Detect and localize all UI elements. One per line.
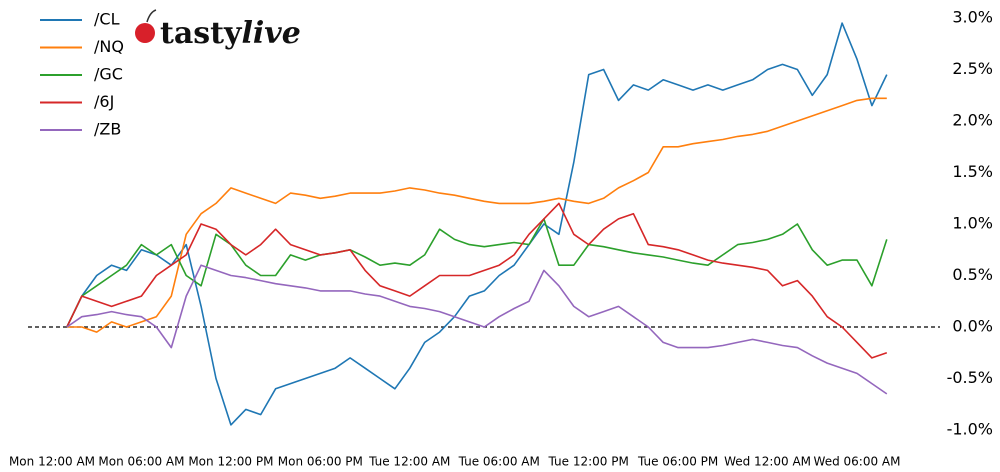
legend-label: /NQ bbox=[94, 37, 124, 56]
x-tick-label: Mon 12:00 PM bbox=[188, 455, 273, 469]
x-tick-label: Tue 12:00 PM bbox=[548, 455, 629, 469]
cherry bbox=[135, 23, 155, 43]
x-tick-label: Tue 12:00 AM bbox=[368, 455, 450, 469]
cherry-stem bbox=[146, 9, 157, 23]
logo-text: tastylive bbox=[160, 16, 301, 51]
x-tick-label: Mon 12:00 AM bbox=[9, 455, 95, 469]
series-line bbox=[66, 202, 888, 359]
y-tick-label: -0.5% bbox=[947, 368, 993, 387]
logo-part2: live bbox=[241, 16, 300, 51]
legend-label: /ZB bbox=[94, 120, 121, 139]
y-tick-label: 2.5% bbox=[952, 59, 993, 78]
series-line bbox=[66, 218, 888, 328]
legend-label: /CL bbox=[94, 10, 120, 29]
x-tick-label: Mon 06:00 PM bbox=[278, 455, 363, 469]
y-tick-label: 3.0% bbox=[952, 8, 993, 27]
logo: tastylive bbox=[135, 9, 301, 51]
y-tick-label: 0.0% bbox=[952, 317, 993, 336]
logo-part1: tasty bbox=[160, 16, 243, 51]
y-tick-label: -1.0% bbox=[947, 420, 993, 439]
x-tick-label: Tue 06:00 AM bbox=[458, 455, 540, 469]
x-tick-label: Tue 06:00 PM bbox=[637, 455, 718, 469]
y-tick-label: 0.5% bbox=[952, 265, 993, 284]
legend-label: /GC bbox=[94, 65, 123, 84]
series-line bbox=[66, 264, 888, 395]
x-tick-label: Mon 06:00 AM bbox=[98, 455, 184, 469]
x-tick-label: Wed 06:00 AM bbox=[814, 455, 901, 469]
series-line bbox=[66, 22, 888, 426]
legend-label: /6J bbox=[94, 92, 114, 111]
y-tick-label: 2.0% bbox=[952, 111, 993, 130]
y-tick-label: 1.0% bbox=[952, 214, 993, 233]
x-tick-label: Wed 12:00 AM bbox=[724, 455, 811, 469]
y-tick-label: 1.5% bbox=[952, 162, 993, 181]
series-line bbox=[66, 97, 887, 333]
